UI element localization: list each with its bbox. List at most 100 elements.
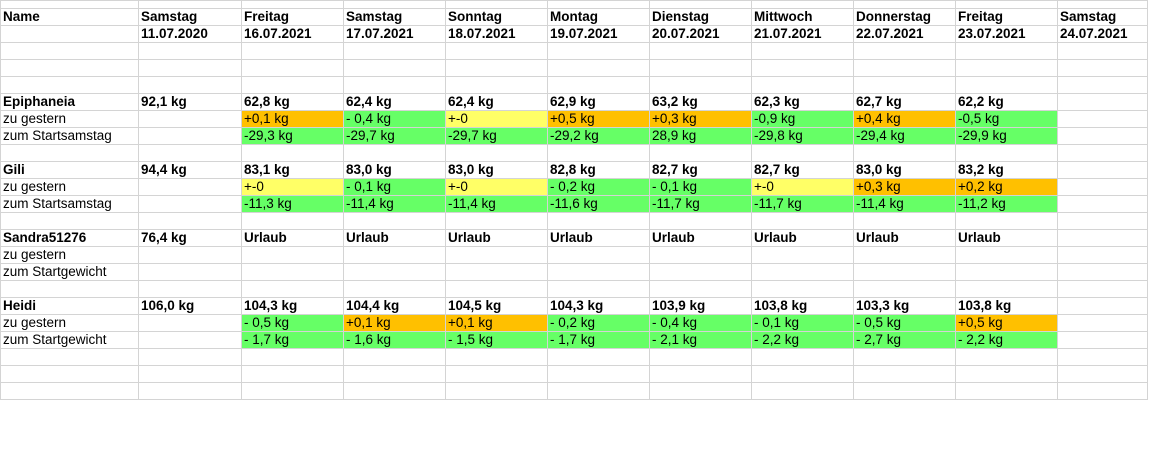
row-label-cell[interactable]: zu gestern <box>0 246 139 264</box>
header-day-cell[interactable]: Freitag <box>241 8 344 26</box>
empty-cell[interactable] <box>649 348 752 366</box>
empty-cell[interactable] <box>547 348 650 366</box>
diff-start-cell[interactable]: -11,4 kg <box>853 195 956 213</box>
weight-cell[interactable]: 82,7 kg <box>751 161 854 179</box>
weight-cell[interactable]: 104,5 kg <box>445 297 548 315</box>
weight-cell[interactable]: 63,2 kg <box>649 93 752 111</box>
empty-cell[interactable] <box>343 382 446 400</box>
empty-cell[interactable] <box>138 280 242 298</box>
weight-cell[interactable]: 62,4 kg <box>343 93 446 111</box>
empty-cell[interactable] <box>547 365 650 383</box>
empty-cell[interactable] <box>649 42 752 60</box>
diff-start-cell[interactable] <box>649 263 752 281</box>
weight-cell[interactable]: 92,1 kg <box>138 93 242 111</box>
empty-cell[interactable] <box>853 59 956 77</box>
diff-start-cell[interactable]: 28,9 kg <box>649 127 752 145</box>
header-day-cell[interactable]: Montag <box>547 8 650 26</box>
diff-yesterday-cell[interactable]: - 0,1 kg <box>649 178 752 196</box>
diff-yesterday-cell[interactable]: -0,5 kg <box>955 110 1058 128</box>
diff-yesterday-cell[interactable] <box>547 246 650 264</box>
row-label-cell[interactable]: zu gestern <box>0 110 139 128</box>
empty-cell[interactable] <box>853 42 956 60</box>
empty-cell[interactable] <box>445 144 548 162</box>
empty-cell[interactable] <box>751 0 854 9</box>
diff-yesterday-cell[interactable]: +0,2 kg <box>955 178 1058 196</box>
empty-cell[interactable] <box>547 144 650 162</box>
diff-yesterday-cell[interactable]: +0,5 kg <box>955 314 1058 332</box>
diff-start-cell[interactable]: - 2,1 kg <box>649 331 752 349</box>
empty-cell[interactable] <box>1057 365 1148 383</box>
weight-cell[interactable]: 62,7 kg <box>853 93 956 111</box>
empty-cell[interactable] <box>1057 42 1148 60</box>
diff-yesterday-cell[interactable]: - 0,4 kg <box>343 110 446 128</box>
diff-yesterday-cell[interactable] <box>1057 178 1148 196</box>
empty-cell[interactable] <box>649 59 752 77</box>
diff-start-cell[interactable] <box>547 263 650 281</box>
empty-cell[interactable] <box>445 42 548 60</box>
empty-cell[interactable] <box>445 382 548 400</box>
empty-cell[interactable] <box>649 280 752 298</box>
empty-cell[interactable] <box>751 382 854 400</box>
weight-cell[interactable]: 76,4 kg <box>138 229 242 247</box>
person-name-cell[interactable]: Sandra51276 <box>0 229 139 247</box>
diff-yesterday-cell[interactable] <box>138 178 242 196</box>
weight-cell[interactable]: Urlaub <box>955 229 1058 247</box>
empty-cell[interactable] <box>0 76 139 94</box>
header-day-cell[interactable]: Dienstag <box>649 8 752 26</box>
empty-cell[interactable] <box>343 76 446 94</box>
empty-cell[interactable] <box>751 59 854 77</box>
empty-cell[interactable] <box>751 212 854 230</box>
empty-cell[interactable] <box>1057 59 1148 77</box>
empty-cell[interactable] <box>955 59 1058 77</box>
empty-cell[interactable] <box>853 144 956 162</box>
header-day-cell[interactable]: Samstag <box>1057 8 1148 26</box>
weight-cell[interactable]: 103,8 kg <box>955 297 1058 315</box>
diff-start-cell[interactable] <box>138 331 242 349</box>
weight-cell[interactable]: Urlaub <box>343 229 446 247</box>
diff-yesterday-cell[interactable]: -0,9 kg <box>751 110 854 128</box>
empty-cell[interactable] <box>138 0 242 9</box>
diff-yesterday-cell[interactable]: - 0,4 kg <box>649 314 752 332</box>
header-day-cell[interactable]: Samstag <box>138 8 242 26</box>
empty-cell[interactable] <box>241 280 344 298</box>
empty-cell[interactable] <box>955 382 1058 400</box>
empty-cell[interactable] <box>0 59 139 77</box>
weight-cell[interactable]: 104,4 kg <box>343 297 446 315</box>
empty-cell[interactable] <box>241 144 344 162</box>
weight-cell[interactable]: 83,0 kg <box>853 161 956 179</box>
diff-start-cell[interactable] <box>751 263 854 281</box>
empty-cell[interactable] <box>547 59 650 77</box>
row-label-cell[interactable]: zum Startsamstag <box>0 195 139 213</box>
header-day-cell[interactable]: Mittwoch <box>751 8 854 26</box>
empty-cell[interactable] <box>0 348 139 366</box>
weight-cell[interactable]: Urlaub <box>751 229 854 247</box>
empty-cell[interactable] <box>547 42 650 60</box>
empty-cell[interactable] <box>445 0 548 9</box>
empty-cell[interactable] <box>241 365 344 383</box>
diff-yesterday-cell[interactable] <box>649 246 752 264</box>
empty-cell[interactable] <box>547 382 650 400</box>
diff-yesterday-cell[interactable] <box>343 246 446 264</box>
diff-start-cell[interactable]: -29,3 kg <box>241 127 344 145</box>
diff-start-cell[interactable]: - 1,7 kg <box>547 331 650 349</box>
diff-start-cell[interactable]: -11,6 kg <box>547 195 650 213</box>
diff-yesterday-cell[interactable]: +-0 <box>751 178 854 196</box>
empty-cell[interactable] <box>955 348 1058 366</box>
weight-cell[interactable]: 83,1 kg <box>241 161 344 179</box>
empty-cell[interactable] <box>138 212 242 230</box>
header-name-cell[interactable]: Name <box>0 8 139 26</box>
header-day-cell[interactable]: Samstag <box>343 8 446 26</box>
empty-cell[interactable] <box>649 382 752 400</box>
diff-yesterday-cell[interactable]: +0,1 kg <box>343 314 446 332</box>
empty-cell[interactable] <box>853 348 956 366</box>
empty-cell[interactable] <box>955 365 1058 383</box>
empty-cell[interactable] <box>547 212 650 230</box>
empty-cell[interactable] <box>445 348 548 366</box>
empty-cell[interactable] <box>241 0 344 9</box>
row-label-cell[interactable]: zum Startgewicht <box>0 263 139 281</box>
diff-start-cell[interactable]: -11,2 kg <box>955 195 1058 213</box>
empty-cell[interactable] <box>547 76 650 94</box>
header-day-cell[interactable]: Sonntag <box>445 8 548 26</box>
empty-cell[interactable] <box>241 76 344 94</box>
empty-cell[interactable] <box>1057 144 1148 162</box>
